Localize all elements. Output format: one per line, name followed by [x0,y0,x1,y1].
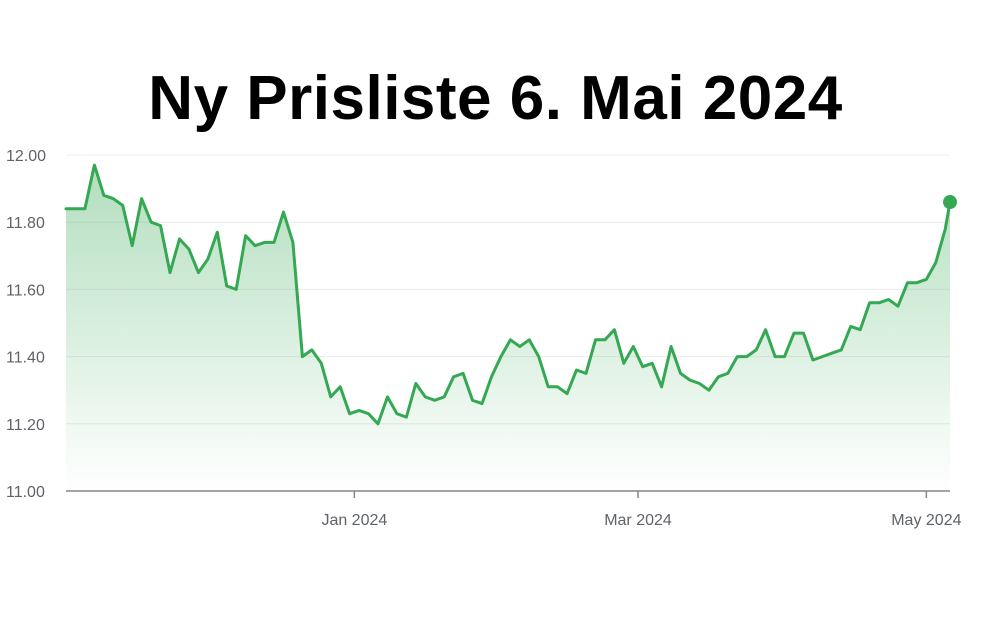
y-axis: 11.00 11.20 11.40 11.60 11.80 12.00 [6,148,46,501]
x-tick-label: Mar 2024 [604,512,672,529]
latest-price-point[interactable] [943,195,957,210]
y-tick-label: 12.00 [6,148,46,165]
y-tick-label: 11.80 [6,215,45,232]
x-tick-label: Jan 2024 [321,512,387,529]
price-area [66,165,950,491]
y-tick-label: 11.20 [6,417,45,434]
y-tick-label: 11.00 [6,484,45,501]
y-tick-label: 11.40 [6,350,45,367]
price-line [64,163,952,426]
y-tick-label: 11.60 [6,282,45,299]
x-axis: Jan 2024 Mar 2024 May 2024 [66,490,962,529]
chart-title: Ny Prisliste 6. Mai 2024 [148,64,843,133]
x-tick-label: May 2024 [891,512,961,529]
